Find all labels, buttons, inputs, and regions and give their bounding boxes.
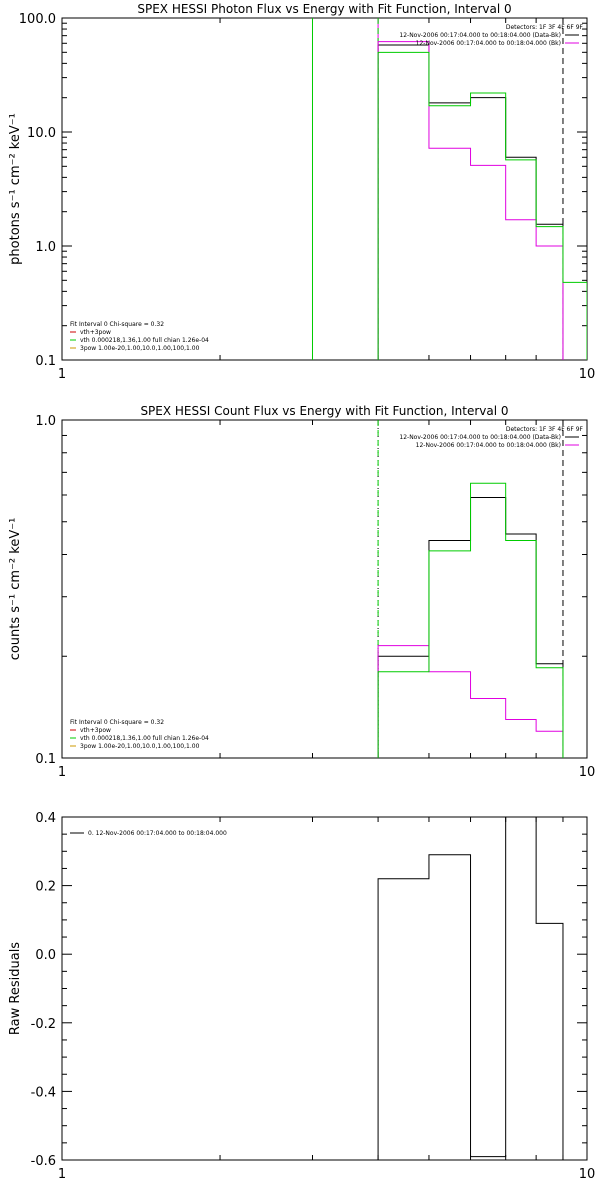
x-tick-label: 10 <box>579 367 596 382</box>
legend-label: 12-Nov-2006 00:17:04.000 to 00:18:04.000… <box>416 40 561 47</box>
legend-header: Detectors: 1F 3F 4F 6F 9F <box>506 24 584 31</box>
legend-legend_bottom: Fit Interval 0 Chi-square = 0.32vth+3pow… <box>70 321 209 352</box>
x-tick-label: 1 <box>58 765 66 780</box>
chart-photon: SPEX HESSI Photon Flux vs Energy with Fi… <box>8 2 595 382</box>
y-tick-label: 0.1 <box>35 752 56 767</box>
chart-title: SPEX HESSI Photon Flux vs Energy with Fi… <box>137 2 511 16</box>
legend-label: 3pow 1.00e-20,1.00,10.0,1.00,100,1.00 <box>80 743 200 750</box>
series-line <box>377 645 564 758</box>
chart-title: SPEX HESSI Count Flux vs Energy with Fit… <box>140 404 508 418</box>
y-tick-label: -0.6 <box>31 1154 56 1169</box>
x-tick-label: 10 <box>579 765 596 780</box>
series-line <box>377 817 564 1160</box>
x-tick-label: 1 <box>58 1167 66 1182</box>
legend-label: vth 0.000218,1.36,1.00 full chian 1.26e-… <box>80 337 209 344</box>
series-line <box>377 51 587 360</box>
y-axis-label: Raw Residuals <box>8 942 23 1035</box>
legend-header: Detectors: 1F 3F 4F 6F 9F <box>506 426 584 433</box>
legend-label: 12-Nov-2006 00:17:04.000 to 00:18:04.000… <box>399 32 561 39</box>
y-tick-label: 0.4 <box>35 811 56 826</box>
series-line <box>377 496 564 758</box>
legend-label: 12-Nov-2006 00:17:04.000 to 00:18:04.000… <box>416 442 561 449</box>
plot-frame <box>61 816 588 1161</box>
legend-label: vth 0.000218,1.36,1.00 full chian 1.26e-… <box>80 735 209 742</box>
y-tick-label: 1.0 <box>35 414 56 429</box>
y-axis-label: photons s⁻¹ cm⁻² keV⁻¹ <box>8 113 23 265</box>
series-line <box>377 44 564 360</box>
y-tick-label: 0.2 <box>35 880 56 895</box>
y-tick-label: 1.0 <box>35 240 56 255</box>
chart-resid: 1 10 0.4 0.2 0.0 -0.2 -0.4 -0.6 Raw Residuals 0. … <box>8 811 595 1182</box>
y-tick-label: 100.0 <box>19 12 56 27</box>
y-tick-label: -0.4 <box>31 1085 56 1100</box>
legend-header: Fit Interval 0 Chi-square = 0.32 <box>70 321 164 328</box>
legend-label: 0. 12-Nov-2006 00:17:04.000 to 00:18:04.… <box>88 830 227 837</box>
chart-count: SPEX HESSI Count Flux vs Energy with Fit… <box>8 404 595 780</box>
series-line <box>377 482 564 758</box>
plot-frame <box>61 17 588 361</box>
y-tick-label: 0.0 <box>35 948 56 963</box>
legend-label: 3pow 1.00e-20,1.00,10.0,1.00,100,1.00 <box>80 345 200 352</box>
legend-legend_top: 0. 12-Nov-2006 00:17:04.000 to 00:18:04.… <box>70 830 227 837</box>
legend-label: vth+3pow <box>80 727 111 734</box>
x-tick-label: 1 <box>58 367 66 382</box>
y-tick-label: 0.1 <box>35 354 56 369</box>
y-tick-label: 10.0 <box>27 126 56 141</box>
legend-legend_bottom: Fit Interval 0 Chi-square = 0.32vth+3pow… <box>70 719 209 750</box>
x-tick-label: 10 <box>579 1167 596 1182</box>
series-line <box>377 41 564 360</box>
legend-label: vth+3pow <box>80 329 111 336</box>
legend-header: Fit Interval 0 Chi-square = 0.32 <box>70 719 164 726</box>
y-tick-label: -0.2 <box>31 1017 56 1032</box>
plot-frame <box>61 419 588 759</box>
legend-label: 12-Nov-2006 00:17:04.000 to 00:18:04.000… <box>399 434 561 441</box>
y-axis-label: counts s⁻¹ cm⁻² keV⁻¹ <box>8 518 23 661</box>
